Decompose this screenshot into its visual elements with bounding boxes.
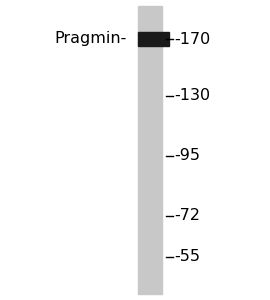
Text: -55: -55 — [174, 249, 200, 264]
Text: -95: -95 — [174, 148, 200, 164]
FancyBboxPatch shape — [138, 6, 162, 294]
Text: -170: -170 — [174, 32, 210, 46]
Text: Pragmin-: Pragmin- — [55, 32, 127, 46]
Text: -72: -72 — [174, 208, 200, 224]
Bar — [138, 32, 169, 46]
Text: -130: -130 — [174, 88, 210, 104]
